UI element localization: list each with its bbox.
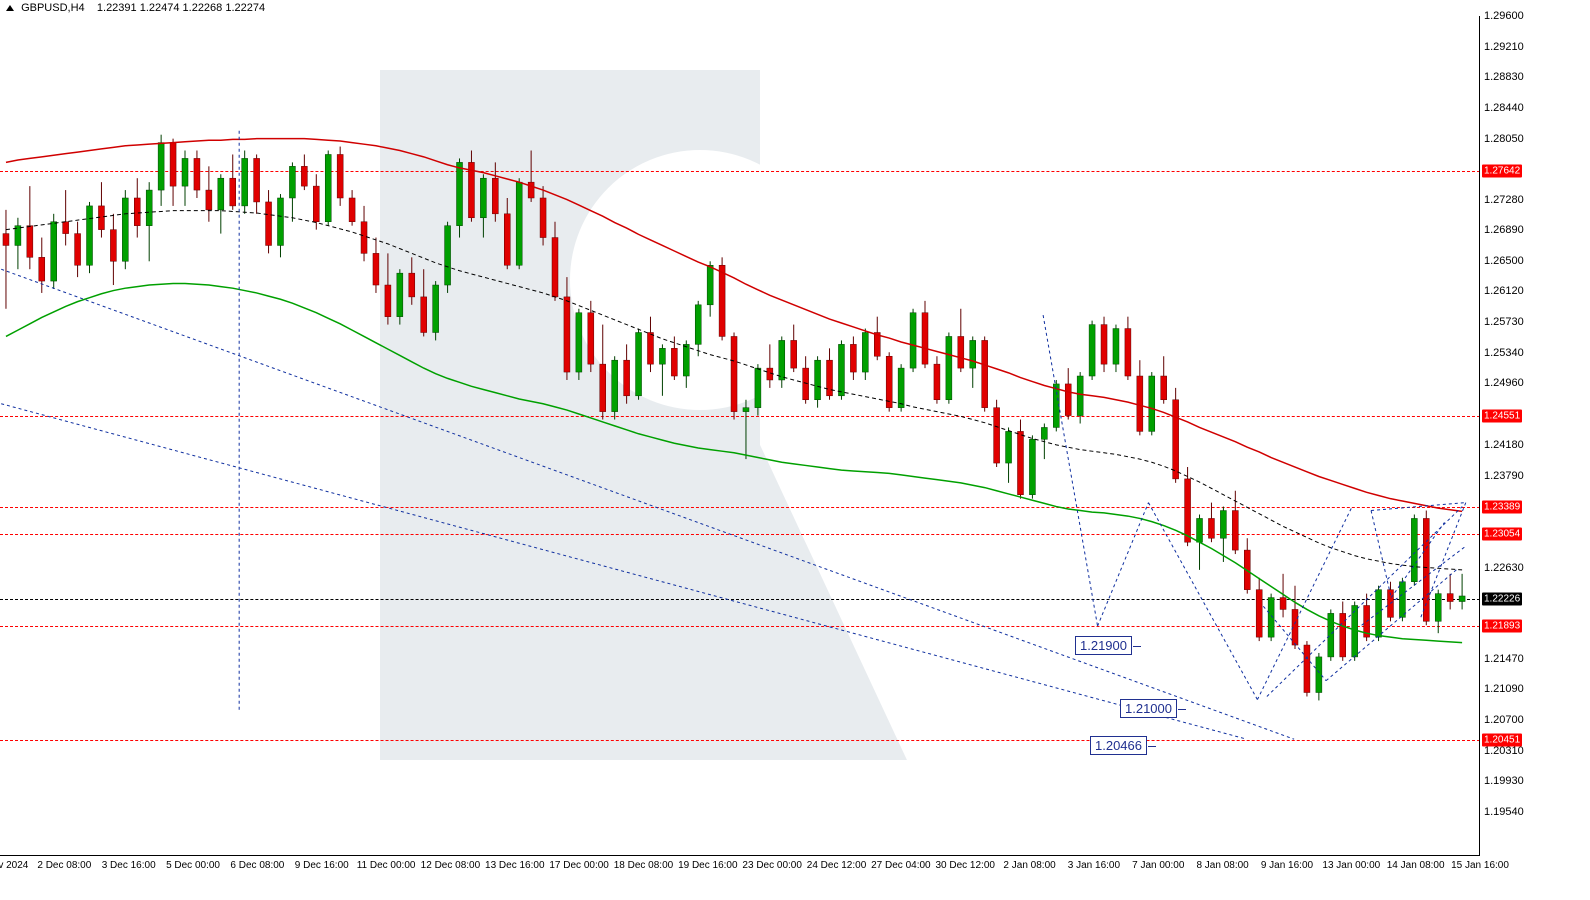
- x-axis: 29 Nov 2024 2 Dec 08:00 3 Dec 16:00 5 Dec 0…: [0, 855, 1480, 900]
- y-tick: 1.28440: [1484, 102, 1524, 114]
- annotation-dash: [1133, 646, 1141, 647]
- x-tick: 3 Dec 16:00: [102, 860, 156, 871]
- x-tick: 15 Jan 16:00: [1451, 860, 1509, 871]
- price-level-line: [0, 171, 1480, 172]
- y-tick: 1.19930: [1484, 775, 1524, 787]
- y-level-label: 1.21893: [1482, 619, 1522, 632]
- y-level-label: 1.23054: [1482, 527, 1522, 540]
- y-tick: 1.29210: [1484, 41, 1524, 53]
- x-tick: 9 Dec 16:00: [295, 860, 349, 871]
- x-tick: 3 Jan 16:00: [1068, 860, 1120, 871]
- price-level-line: [0, 740, 1480, 741]
- plot-area[interactable]: [0, 16, 1480, 856]
- x-tick: 27 Dec 04:00: [871, 860, 931, 871]
- x-tick: 14 Jan 08:00: [1387, 860, 1445, 871]
- x-tick: 13 Jan 00:00: [1322, 860, 1380, 871]
- price-level-line: [0, 534, 1480, 535]
- y-tick: 1.22630: [1484, 562, 1524, 574]
- y-tick: 1.28050: [1484, 133, 1524, 145]
- price-level-line: [0, 507, 1480, 508]
- x-tick: 17 Dec 00:00: [549, 860, 609, 871]
- y-level-label: 1.23389: [1482, 501, 1522, 514]
- y-tick: 1.23790: [1484, 470, 1524, 482]
- x-tick: 5 Dec 00:00: [166, 860, 220, 871]
- y-tick: 1.25730: [1484, 316, 1524, 328]
- price-level-line: [0, 599, 1480, 600]
- y-tick: 1.24960: [1484, 377, 1524, 389]
- y-level-label: 1.27642: [1482, 164, 1522, 177]
- y-tick: 1.26120: [1484, 285, 1524, 297]
- x-tick: 13 Dec 16:00: [485, 860, 545, 871]
- x-tick: 29 Nov 2024: [0, 860, 28, 871]
- x-tick: 23 Dec 00:00: [742, 860, 802, 871]
- y-tick: 1.20310: [1484, 745, 1524, 757]
- x-tick: 11 Dec 00:00: [357, 860, 416, 871]
- price-level-line: [0, 416, 1480, 417]
- y-tick: 1.21470: [1484, 653, 1524, 665]
- y-level-label: 1.22226: [1482, 593, 1522, 606]
- price-annotation: 1.21900: [1075, 636, 1132, 655]
- y-tick: 1.20700: [1484, 714, 1524, 726]
- y-level-label: 1.20451: [1482, 733, 1522, 746]
- y-tick: 1.26890: [1484, 224, 1524, 236]
- y-tick: 1.24180: [1484, 439, 1524, 451]
- x-tick: 9 Jan 16:00: [1261, 860, 1313, 871]
- y-tick: 1.25340: [1484, 347, 1524, 359]
- y-tick: 1.27280: [1484, 194, 1524, 206]
- chart-header: GBPUSD,H4 1.22391 1.22474 1.22268 1.2227…: [6, 2, 265, 14]
- ohlc-label: 1.22391 1.22474 1.22268 1.22274: [97, 2, 265, 14]
- annotation-dash: [1178, 709, 1186, 710]
- y-tick: 1.28830: [1484, 71, 1524, 83]
- x-tick: 8 Jan 08:00: [1196, 860, 1248, 871]
- x-tick: 6 Dec 08:00: [230, 860, 284, 871]
- y-tick: 1.26500: [1484, 255, 1524, 267]
- x-tick: 24 Dec 12:00: [807, 860, 867, 871]
- y-tick: 1.29600: [1484, 10, 1524, 22]
- x-tick: 7 Jan 00:00: [1132, 860, 1184, 871]
- x-tick: 19 Dec 16:00: [678, 860, 738, 871]
- annotation-dash: [1148, 746, 1156, 747]
- x-tick: 12 Dec 08:00: [421, 860, 481, 871]
- price-annotation: 1.20466: [1090, 736, 1147, 755]
- y-axis: 1.296001.292101.288301.284401.280501.272…: [1479, 16, 1590, 856]
- price-level-line: [0, 626, 1480, 627]
- y-tick: 1.21090: [1484, 683, 1524, 695]
- price-annotation: 1.21000: [1120, 699, 1177, 718]
- x-tick: 30 Dec 12:00: [935, 860, 995, 871]
- x-tick: 2 Dec 08:00: [37, 860, 91, 871]
- x-tick: 18 Dec 08:00: [614, 860, 674, 871]
- x-tick: 2 Jan 08:00: [1003, 860, 1055, 871]
- y-level-label: 1.24551: [1482, 409, 1522, 422]
- y-tick: 1.19540: [1484, 806, 1524, 818]
- symbol-label: GBPUSD,H4: [21, 2, 85, 14]
